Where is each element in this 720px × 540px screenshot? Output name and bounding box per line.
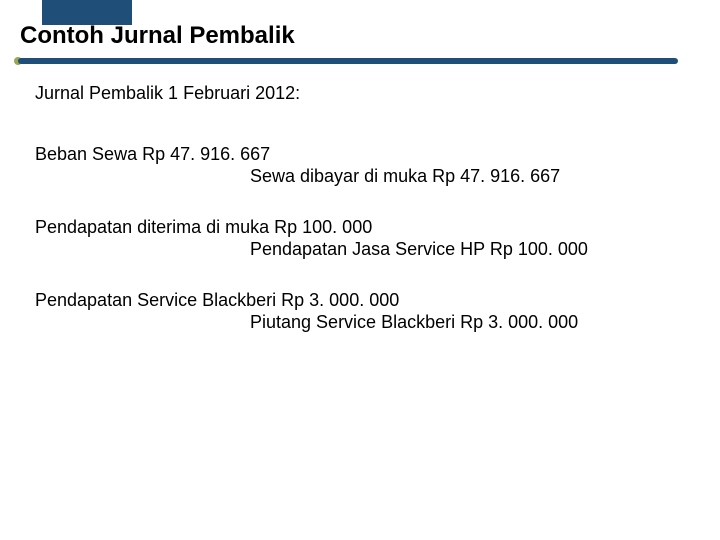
slide: Contoh Jurnal Pembalik Jurnal Pembalik 1… (0, 0, 720, 540)
body-content: Jurnal Pembalik 1 Februari 2012: Beban S… (35, 82, 695, 362)
journal-entry: Beban Sewa Rp 47. 916. 667 Sewa dibayar … (35, 143, 695, 188)
page-title: Contoh Jurnal Pembalik (20, 22, 295, 50)
debit-line: Pendapatan diterima di muka Rp 100. 000 (35, 216, 695, 239)
debit-line: Pendapatan Service Blackberi Rp 3. 000. … (35, 289, 695, 312)
credit-line: Sewa dibayar di muka Rp 47. 916. 667 (35, 165, 695, 188)
subtitle: Jurnal Pembalik 1 Februari 2012: (35, 82, 695, 105)
journal-entry: Pendapatan Service Blackberi Rp 3. 000. … (35, 289, 695, 334)
credit-line: Piutang Service Blackberi Rp 3. 000. 000 (35, 311, 695, 334)
credit-line: Pendapatan Jasa Service HP Rp 100. 000 (35, 238, 695, 261)
journal-entry: Pendapatan diterima di muka Rp 100. 000 … (35, 216, 695, 261)
debit-line: Beban Sewa Rp 47. 916. 667 (35, 143, 695, 166)
title-rule (18, 58, 678, 64)
